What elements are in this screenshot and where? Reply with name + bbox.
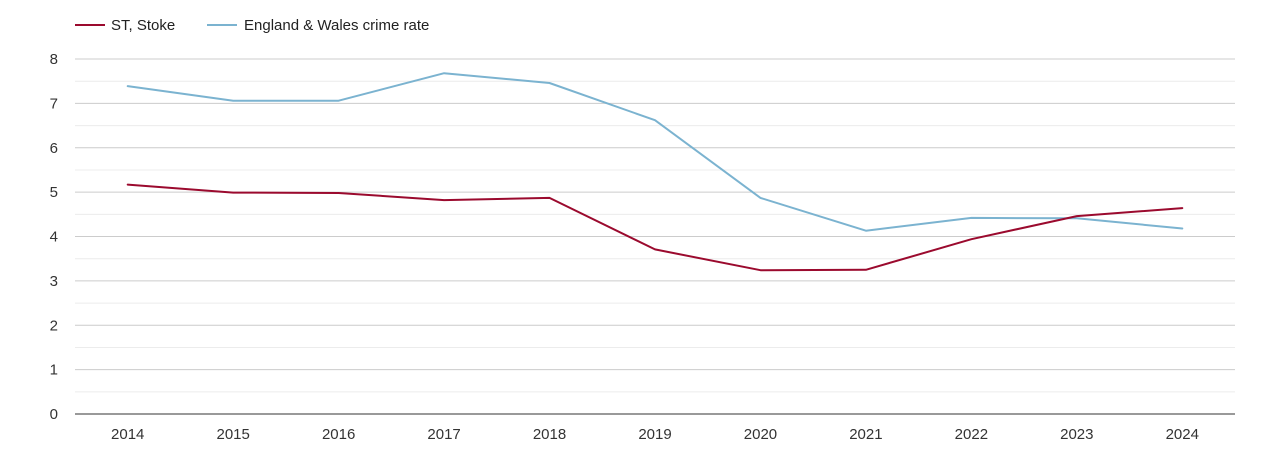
- y-tick-label: 6: [50, 140, 58, 157]
- series-lines: [126, 72, 1184, 272]
- x-tick-label: 2018: [533, 426, 566, 443]
- x-tick-label: 2020: [744, 426, 777, 443]
- x-tick-label: 2016: [322, 426, 355, 443]
- series-line-1: [126, 72, 1184, 232]
- y-tick-label: 2: [50, 317, 58, 334]
- y-tick-label: 4: [50, 229, 58, 246]
- x-tick-label: 2021: [849, 426, 882, 443]
- grid: [75, 58, 1235, 393]
- x-tick-label: 2017: [427, 426, 460, 443]
- y-tick-label: 8: [50, 51, 58, 68]
- legend: ST, Stoke England & Wales crime rate: [75, 17, 429, 34]
- y-tick-label: 0: [50, 406, 58, 423]
- x-tick-label: 2014: [111, 426, 144, 443]
- legend-label-series-0: ST, Stoke: [111, 17, 175, 34]
- x-axis-ticks: 2014 2015 2016 2017 2018 2019 2020 2021 2022 2023…: [111, 426, 1199, 443]
- series-line-0: [126, 183, 1184, 272]
- x-tick-label: 2022: [955, 426, 988, 443]
- y-axis-ticks: 0 1 2 3 4 5 6 7 8: [50, 51, 58, 423]
- x-tick-label: 2019: [638, 426, 671, 443]
- x-tick-label: 2015: [216, 426, 249, 443]
- y-tick-label: 1: [50, 362, 58, 379]
- y-tick-label: 5: [50, 184, 58, 201]
- x-tick-label: 2024: [1166, 426, 1199, 443]
- y-tick-label: 3: [50, 273, 58, 290]
- legend-label-series-1: England & Wales crime rate: [244, 17, 429, 34]
- y-tick-label: 7: [50, 95, 58, 112]
- x-tick-label: 2023: [1060, 426, 1093, 443]
